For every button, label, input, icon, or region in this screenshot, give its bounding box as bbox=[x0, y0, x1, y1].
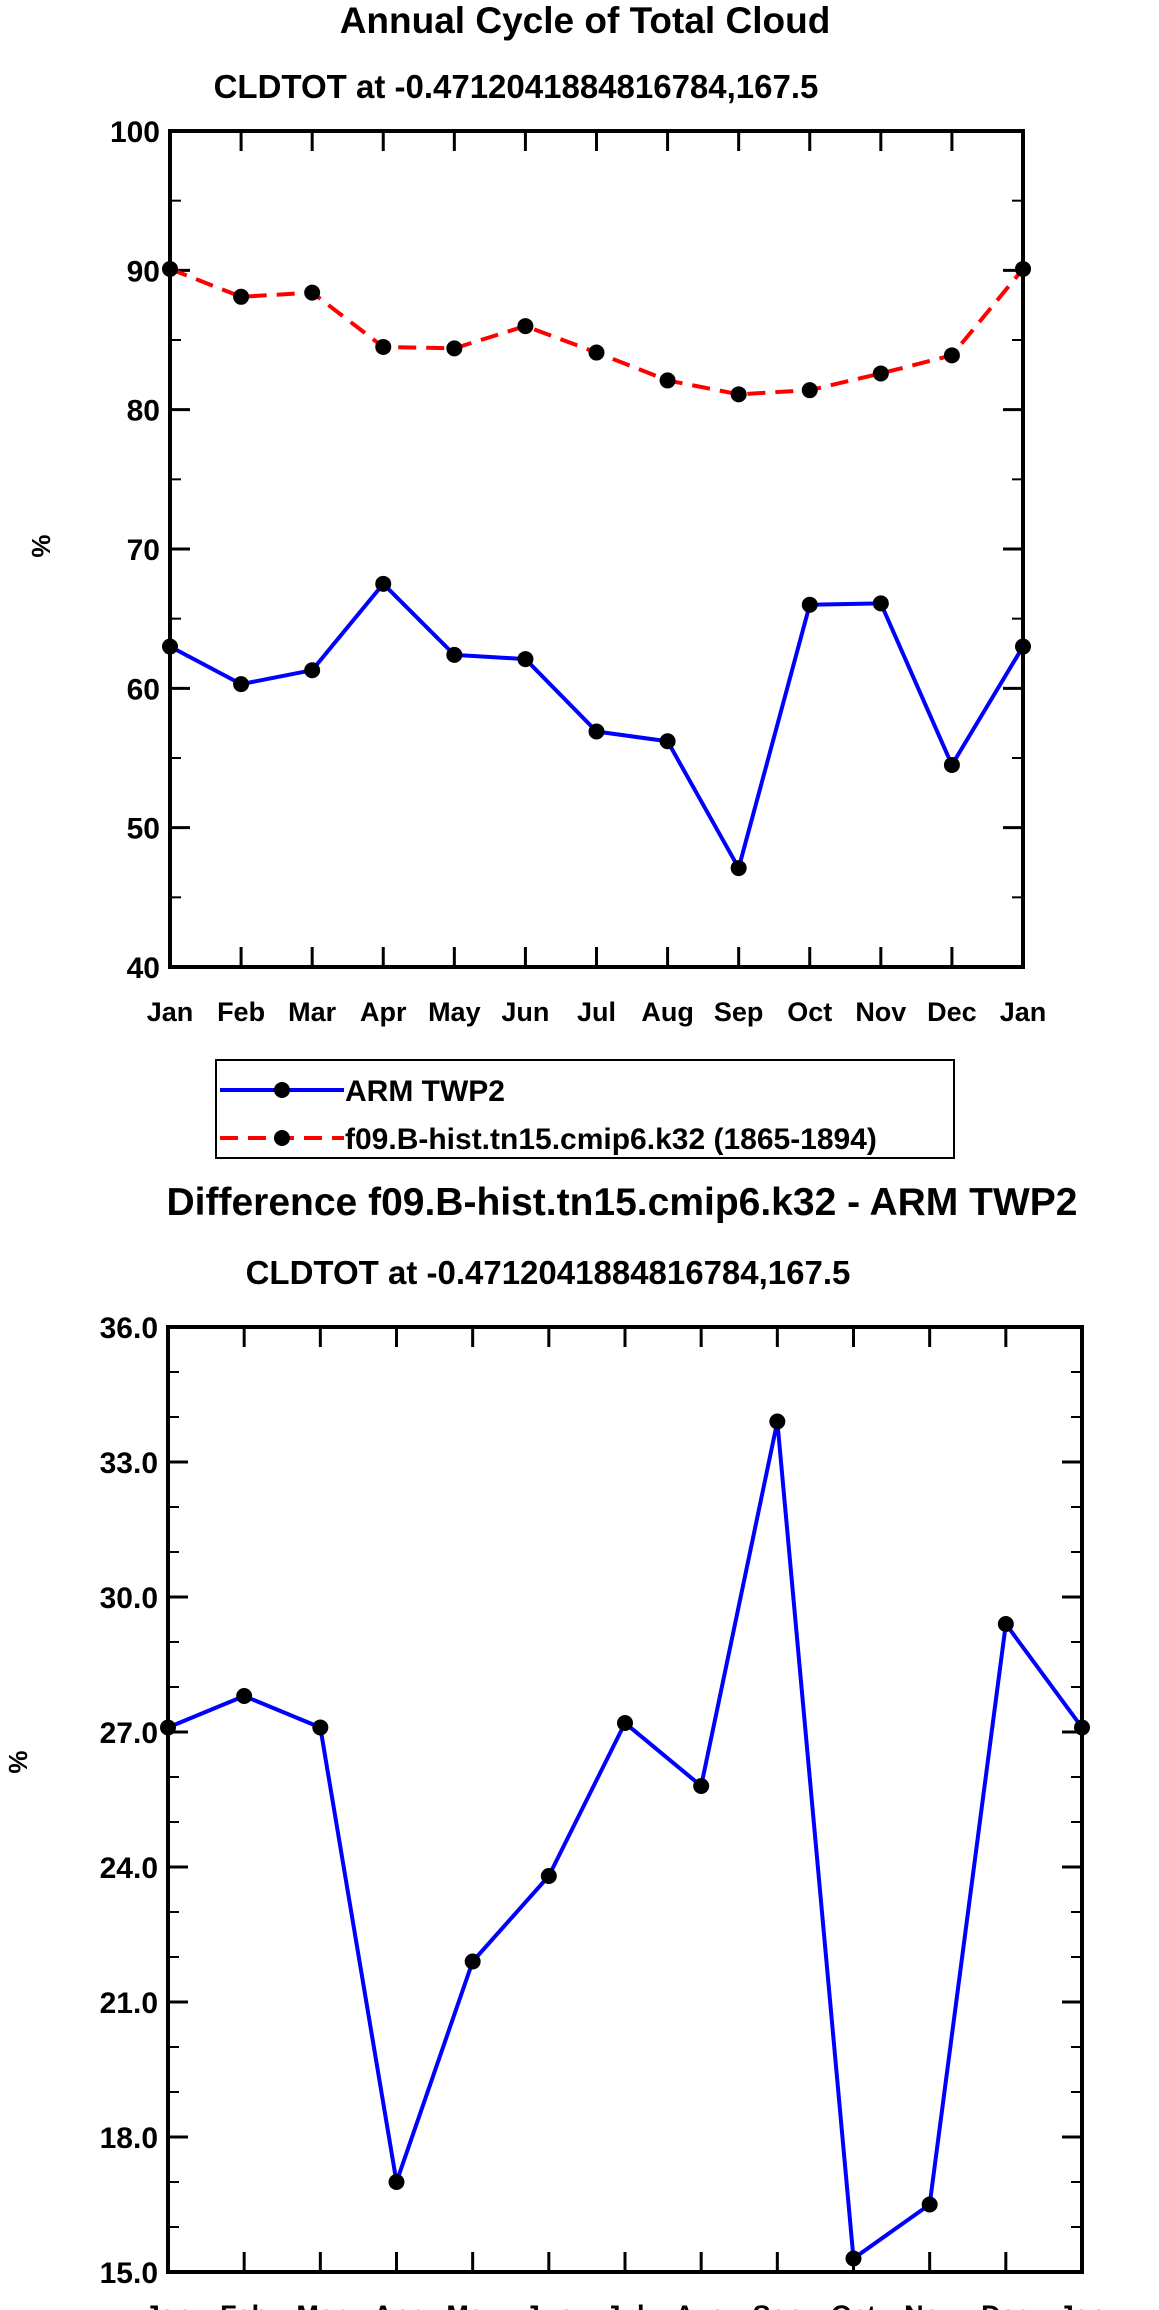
y-tick-label: 33.0 bbox=[100, 1447, 158, 1480]
series-0-point bbox=[730, 860, 747, 877]
x-tick-label: Feb bbox=[220, 2300, 268, 2310]
x-tick-label: Aug bbox=[675, 2300, 727, 2310]
x-tick-label: Dec bbox=[981, 2300, 1031, 2310]
x-tick-label: Feb bbox=[217, 997, 265, 1027]
x-tick-label: Jul bbox=[605, 2300, 644, 2310]
series-1-point bbox=[446, 340, 463, 357]
series-0-point bbox=[233, 676, 250, 693]
x-tick-label: Jan bbox=[1059, 2300, 1106, 2310]
chart2-subtitle: CLDTOT at -0.4712041884816784,167.5 bbox=[246, 1254, 851, 1291]
y-tick-label: 15.0 bbox=[100, 2257, 158, 2290]
series-0-point bbox=[304, 662, 321, 679]
y-tick-label: 18.0 bbox=[100, 2122, 158, 2155]
x-tick-label: Jul bbox=[577, 997, 616, 1027]
series-0-point bbox=[464, 1953, 481, 1970]
y-tick-label: 70 bbox=[127, 534, 160, 567]
series-0-point bbox=[312, 1719, 329, 1736]
series-line-1 bbox=[169, 267, 1025, 397]
legend-marker-arm-twp2 bbox=[274, 1082, 290, 1098]
series-1-point bbox=[801, 382, 818, 399]
y-tick-label: 21.0 bbox=[100, 1987, 158, 2020]
legend-marker-f09 bbox=[274, 1130, 290, 1146]
series-0-point bbox=[446, 646, 463, 663]
series-1-point bbox=[872, 365, 889, 382]
chart1-legend: ARM TWP2 f09.B-hist.tn15.cmip6.k32 (1865… bbox=[215, 1059, 955, 1159]
legend-box bbox=[215, 1059, 955, 1159]
series-0-point bbox=[388, 2174, 405, 2190]
series-0-point bbox=[872, 595, 889, 612]
y-tick-label: 30.0 bbox=[100, 1582, 158, 1615]
y-tick-label: 60 bbox=[127, 673, 160, 706]
series-0-point bbox=[375, 575, 392, 592]
chart2-title: Difference f09.B-hist.tn15.cmip6.k32 - A… bbox=[167, 1181, 1078, 1224]
x-tick-label: May bbox=[446, 2300, 499, 2310]
legend-label-arm-twp2: ARM TWP2 bbox=[345, 1075, 505, 1108]
chart2-plot-frame bbox=[166, 1325, 1084, 2274]
y-tick-label: 36.0 bbox=[100, 1312, 158, 1345]
series-0-point bbox=[943, 756, 960, 773]
series-1-point bbox=[304, 284, 321, 301]
x-tick-label: Sep bbox=[714, 997, 764, 1027]
y-tick-label: 100 bbox=[110, 116, 160, 149]
x-tick-label: Apr bbox=[360, 997, 407, 1027]
x-tick-label: Nov bbox=[904, 2300, 955, 2310]
series-0-point bbox=[801, 596, 818, 613]
legend-label-f09: f09.B-hist.tn15.cmip6.k32 (1865-1894) bbox=[345, 1123, 877, 1156]
y-tick-label: 40 bbox=[127, 952, 160, 985]
chart2-y-axis-label: % bbox=[3, 1750, 33, 1773]
x-tick-label: Jan bbox=[1000, 997, 1047, 1027]
annual-cycle-chart: Annual Cycle of Total Cloud CLDTOT at -0… bbox=[26, 0, 1047, 1159]
chart1-title: Annual Cycle of Total Cloud bbox=[340, 0, 831, 41]
y-tick-label: 27.0 bbox=[100, 1717, 158, 1750]
x-tick-label: Jun bbox=[525, 2300, 573, 2310]
x-tick-label: Aug bbox=[641, 997, 693, 1027]
chart1-plot-frame bbox=[168, 129, 1025, 969]
series-1-point bbox=[375, 338, 392, 355]
series-0-point bbox=[540, 1868, 557, 1884]
series-0-point bbox=[769, 1413, 786, 1430]
series-0-point bbox=[517, 651, 534, 668]
x-tick-label: Jan bbox=[147, 997, 194, 1027]
series-0-point bbox=[659, 733, 676, 750]
x-tick-label: Sep bbox=[753, 2300, 803, 2310]
x-tick-label: Mar bbox=[288, 997, 337, 1027]
x-tick-label: May bbox=[428, 997, 481, 1027]
x-tick-label: Oct bbox=[787, 997, 832, 1027]
series-0-point bbox=[617, 1715, 633, 1731]
series-0-point bbox=[845, 2250, 862, 2267]
series-1-point bbox=[517, 318, 534, 335]
x-tick-label: Dec bbox=[927, 997, 977, 1027]
series-0-point bbox=[588, 723, 605, 740]
series-1-point bbox=[730, 386, 747, 403]
series-0-point bbox=[693, 1778, 710, 1794]
series-0-point bbox=[997, 1616, 1014, 1632]
x-tick-label: Oct bbox=[831, 2300, 876, 2310]
series-1-point bbox=[659, 372, 676, 389]
x-tick-label: Jun bbox=[501, 997, 549, 1027]
chart1-subtitle: CLDTOT at -0.4712041884816784,167.5 bbox=[214, 68, 819, 105]
x-tick-label: Nov bbox=[855, 997, 906, 1027]
difference-chart: Difference f09.B-hist.tn15.cmip6.k32 - A… bbox=[3, 1181, 1105, 2310]
series-0-point bbox=[236, 1688, 253, 1704]
x-tick-label: Jan bbox=[145, 2300, 192, 2310]
y-tick-label: 90 bbox=[127, 255, 160, 288]
y-tick-label: 80 bbox=[127, 395, 160, 428]
x-tick-label: Apr bbox=[373, 2300, 420, 2310]
series-line-0 bbox=[167, 1419, 1084, 2261]
series-1-point bbox=[588, 344, 605, 361]
y-tick-label: 50 bbox=[127, 813, 160, 846]
series-1-point bbox=[943, 347, 960, 364]
series-0-point bbox=[921, 2196, 938, 2213]
x-tick-label: Mar bbox=[296, 2300, 345, 2310]
chart1-y-axis-label: % bbox=[26, 534, 56, 557]
y-tick-label: 24.0 bbox=[100, 1852, 158, 1885]
series-1-point bbox=[233, 288, 250, 305]
